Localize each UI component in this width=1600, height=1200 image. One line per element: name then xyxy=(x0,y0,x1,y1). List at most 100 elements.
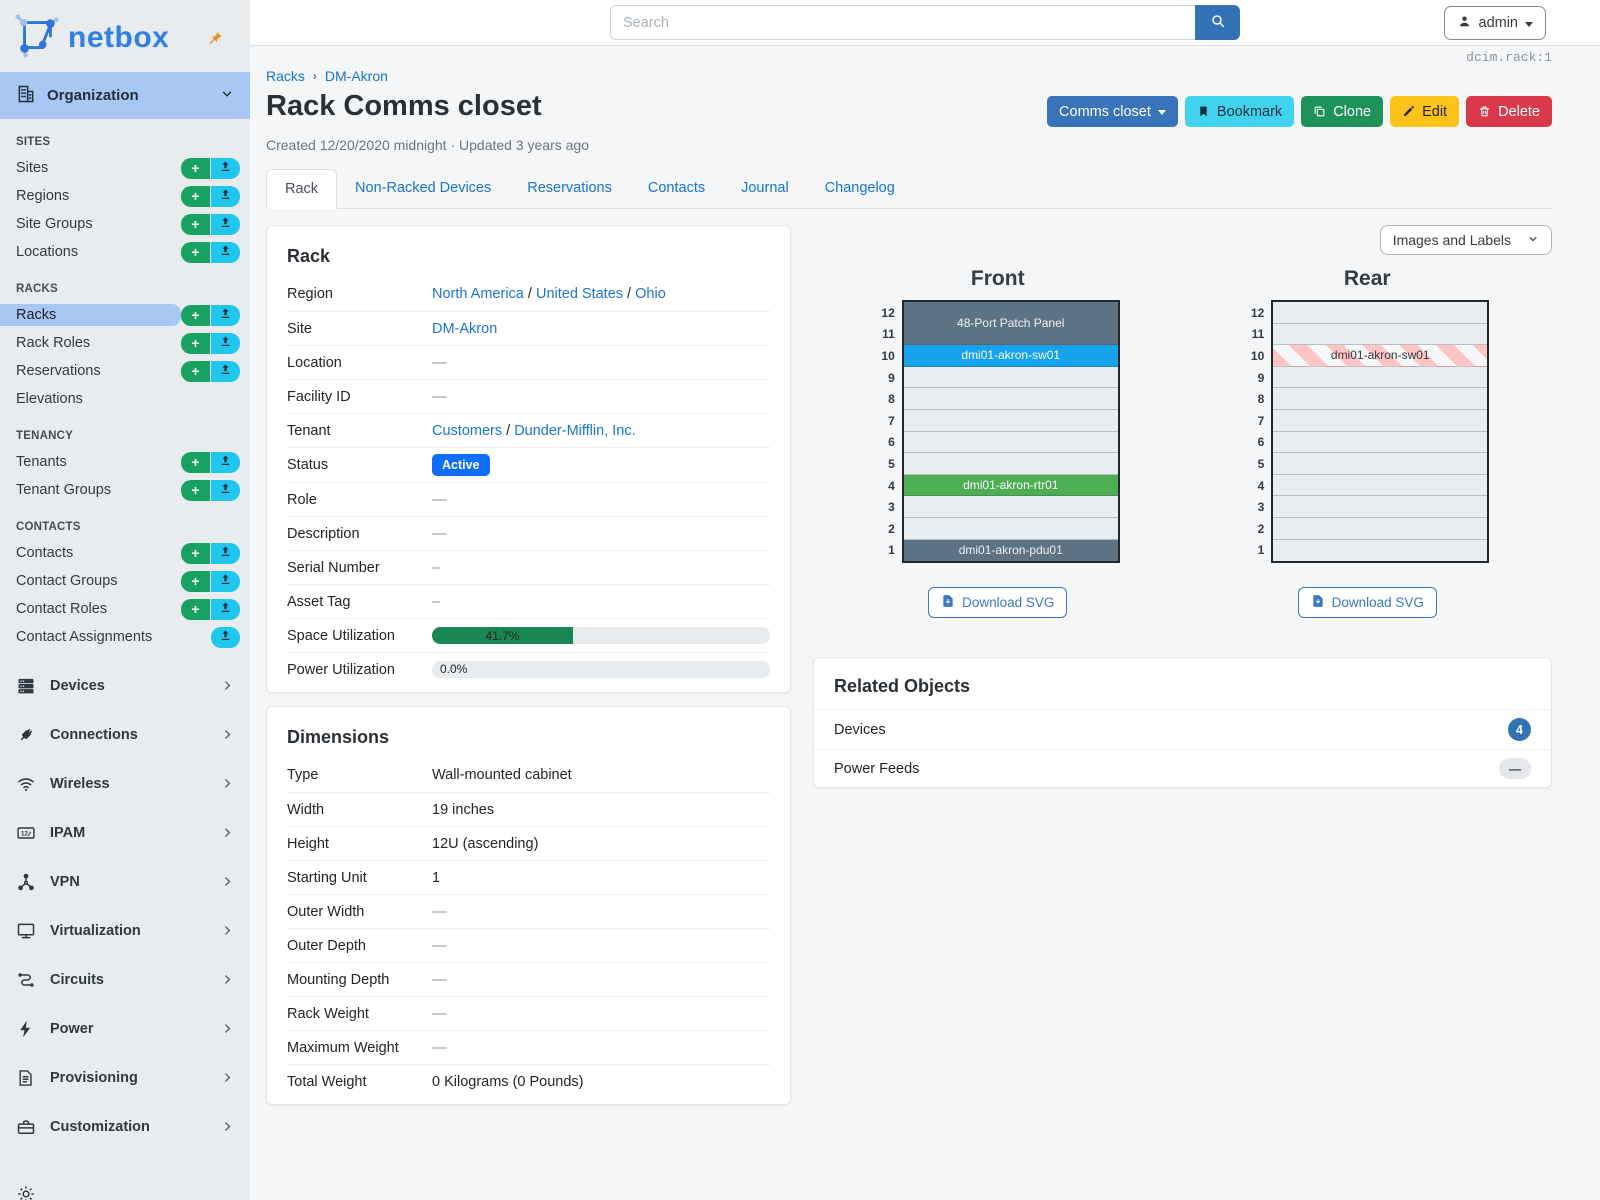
sidebar-group-connections[interactable]: Connections xyxy=(0,710,250,759)
sidebar-item-racks[interactable]: Racks + xyxy=(0,301,250,329)
add-button[interactable]: + xyxy=(181,241,210,263)
import-button[interactable] xyxy=(211,542,240,564)
sidebar-group-devices[interactable]: Devices xyxy=(0,661,250,710)
import-button[interactable] xyxy=(211,213,240,235)
add-button[interactable]: + xyxy=(181,570,210,592)
tab-reservations[interactable]: Reservations xyxy=(527,180,612,196)
breadcrumb-link[interactable]: DM-Akron xyxy=(324,68,388,84)
detail-link[interactable]: United States xyxy=(535,286,624,302)
search-input[interactable] xyxy=(610,5,1195,40)
quick-buttons: + xyxy=(181,542,240,564)
brand-wordmark[interactable]: netbox xyxy=(68,21,170,54)
import-button[interactable] xyxy=(211,360,240,382)
sidebar-group-provisioning[interactable]: Provisioning xyxy=(0,1053,250,1102)
role-dropdown-button[interactable]: Comms closet xyxy=(1047,96,1178,127)
detail-row: Description — xyxy=(287,516,770,550)
detail-link[interactable]: Customers xyxy=(432,422,503,439)
sidebar-item-contact-roles[interactable]: Contact Roles + xyxy=(0,595,250,623)
sidebar-group-wireless[interactable]: Wireless xyxy=(0,759,250,808)
rack-device[interactable]: dmi01-akron-pdu01 xyxy=(903,539,1118,562)
add-button[interactable]: + xyxy=(181,304,210,326)
tab-rack[interactable]: Rack xyxy=(266,169,338,209)
sidebar-group-virtualization[interactable]: Virtualization xyxy=(0,906,250,955)
related-row-devices[interactable]: Devices 4 xyxy=(814,709,1551,749)
search-button[interactable] xyxy=(1195,5,1240,40)
download-svg-button[interactable]: Download SVG xyxy=(1297,587,1437,619)
import-button[interactable] xyxy=(211,570,240,592)
rack-slot-empty xyxy=(903,517,1118,540)
delete-button[interactable]: Delete xyxy=(1466,96,1552,127)
sidebar-item-sites[interactable]: Sites + xyxy=(0,154,250,182)
sidebar-group-customization[interactable]: Customization xyxy=(0,1102,250,1151)
rack-device[interactable]: dmi01-akron-sw01 xyxy=(1273,345,1488,367)
sidebar-item-regions[interactable]: Regions + xyxy=(0,182,250,210)
related-row-power-feeds[interactable]: Power Feeds — xyxy=(814,749,1551,787)
import-button[interactable] xyxy=(211,304,240,326)
detail-text: — xyxy=(432,525,447,542)
sidebar-item-tenants[interactable]: Tenants + xyxy=(0,448,250,476)
add-button[interactable]: + xyxy=(181,185,210,207)
quick-buttons: + xyxy=(181,570,240,592)
add-button[interactable]: + xyxy=(181,451,210,473)
sidebar-item-site-groups[interactable]: Site Groups + xyxy=(0,210,250,238)
tab-contacts[interactable]: Contacts xyxy=(647,180,706,196)
user-menu-button[interactable]: admin xyxy=(1443,6,1546,40)
breadcrumb-link[interactable]: Racks xyxy=(266,68,305,84)
front-elevation: Front 12 11 10 9 8 7 6 5 4 3 2 1 48-Port Patch Panel d… xyxy=(876,267,1120,619)
bookmark-button[interactable]: Bookmark xyxy=(1184,96,1295,127)
sidebar-item-tenant-groups[interactable]: Tenant Groups + xyxy=(0,476,250,504)
unit-number: 2 xyxy=(1257,521,1265,536)
add-button[interactable]: + xyxy=(181,360,210,382)
sidebar-item-contact-groups[interactable]: Contact Groups + xyxy=(0,567,250,595)
sidebar-item-contacts[interactable]: Contacts + xyxy=(0,539,250,567)
breadcrumb-separator-icon: › xyxy=(312,69,317,83)
unit-number: 11 xyxy=(882,327,895,342)
sidebar-group-ipam[interactable]: 12 IPAM xyxy=(0,808,250,857)
edit-button[interactable]: Edit xyxy=(1390,96,1460,127)
import-button[interactable] xyxy=(211,479,240,501)
detail-link[interactable]: Ohio xyxy=(635,286,666,302)
add-button[interactable]: + xyxy=(181,213,210,235)
download-svg-button[interactable]: Download SVG xyxy=(928,587,1068,619)
sidebar-item-reservations[interactable]: Reservations + xyxy=(0,357,250,385)
netbox-logo[interactable] xyxy=(14,13,60,63)
import-button[interactable] xyxy=(211,157,240,179)
sidebar-group-vpn[interactable]: VPN xyxy=(0,857,250,906)
detail-link[interactable]: North America xyxy=(432,286,524,302)
unit-number: 4 xyxy=(888,478,895,493)
detail-link[interactable]: DM-Akron xyxy=(432,320,498,337)
sidebar-item-contact-assignments[interactable]: Contact Assignments xyxy=(0,623,250,651)
sidebar-item-elevations[interactable]: Elevations xyxy=(0,385,250,413)
unit-number: 6 xyxy=(888,435,895,450)
add-button[interactable]: + xyxy=(181,157,210,179)
import-button[interactable] xyxy=(211,185,240,207)
sidebar-item-locations[interactable]: Locations + xyxy=(0,238,250,266)
add-button[interactable]: + xyxy=(181,479,210,501)
rack-device[interactable]: dmi01-akron-sw01 xyxy=(903,345,1118,367)
tab-changelog[interactable]: Changelog xyxy=(824,180,895,196)
unit-number: 1 xyxy=(888,543,895,558)
import-button[interactable] xyxy=(211,332,240,354)
import-button[interactable] xyxy=(211,626,240,648)
rack-device[interactable]: 48-Port Patch Panel xyxy=(903,302,1118,346)
add-button[interactable]: + xyxy=(181,542,210,564)
import-button[interactable] xyxy=(211,451,240,473)
add-button[interactable]: + xyxy=(181,598,210,620)
sidebar-item-rack-roles[interactable]: Rack Roles + xyxy=(0,329,250,357)
pin-icon[interactable] xyxy=(206,30,224,52)
tab-non-racked-devices[interactable]: Non-Racked Devices xyxy=(355,180,492,196)
sidebar-group-organization[interactable]: Organization xyxy=(0,72,250,119)
rack-device[interactable]: dmi01-akron-rtr01 xyxy=(903,474,1118,497)
sidebar-group-circuits[interactable]: Circuits xyxy=(0,955,250,1004)
tab-journal[interactable]: Journal xyxy=(741,180,789,196)
document-icon xyxy=(16,1068,36,1088)
chevron-right-icon xyxy=(221,1071,234,1084)
sidebar-group-partial[interactable] xyxy=(0,1169,250,1200)
clone-button[interactable]: Clone xyxy=(1301,96,1384,127)
import-button[interactable] xyxy=(211,598,240,620)
add-button[interactable]: + xyxy=(181,332,210,354)
images-labels-select[interactable]: Images and Labels xyxy=(1379,225,1552,255)
import-button[interactable] xyxy=(211,241,240,263)
sidebar-group-power[interactable]: Power xyxy=(0,1004,250,1053)
detail-link[interactable]: Dunder-Mifflin, Inc. xyxy=(514,422,636,439)
